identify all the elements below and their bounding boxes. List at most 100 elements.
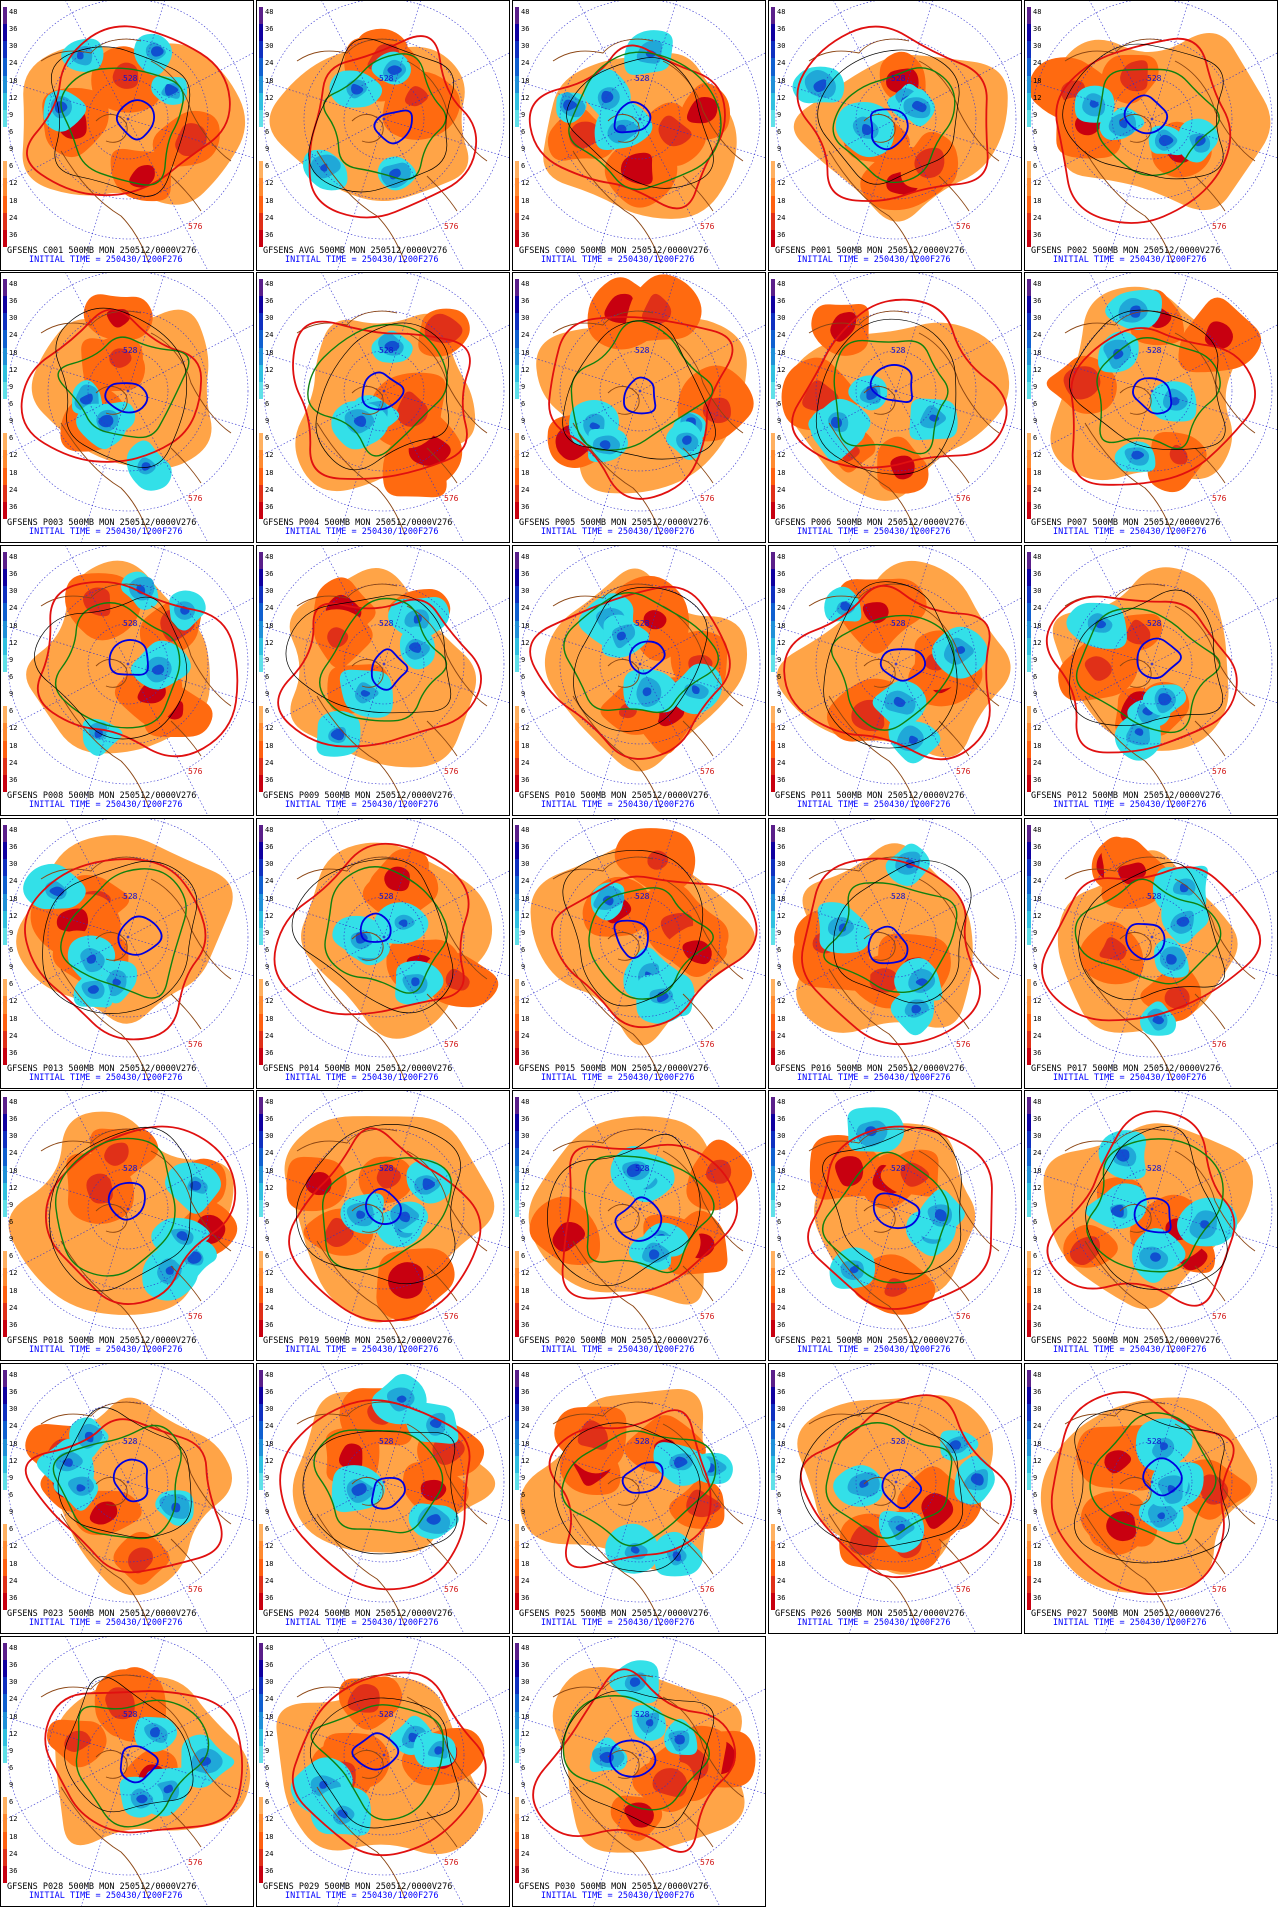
negative-anomaly-core (150, 46, 164, 57)
meridian-line (895, 597, 1021, 665)
positive-anomaly-core (396, 391, 429, 427)
contour-528 (117, 915, 163, 956)
initial-time-caption: INITIAL TIME = 250430/1200F276 (29, 800, 183, 810)
coastline (1119, 386, 1152, 415)
color-scale-swatch (515, 279, 519, 297)
meridian-line (1151, 1142, 1277, 1210)
color-scale-swatch (771, 161, 775, 179)
color-scale-swatch (1027, 127, 1031, 145)
meridian-line (639, 1688, 765, 1756)
contour-552 (563, 592, 720, 714)
contour-552 (825, 1422, 953, 1539)
color-scale-tick: 18 (521, 894, 530, 903)
contour-528 (1123, 94, 1169, 135)
ensemble-mean-contour (833, 860, 972, 1004)
color-scale-swatch (1027, 603, 1031, 622)
color-scale-swatch (259, 195, 263, 214)
negative-anomaly-core (337, 1809, 348, 1819)
color-scale-swatch (771, 603, 775, 622)
coastline (95, 1477, 128, 1506)
color-scale-tick: 6 (9, 1764, 14, 1772)
color-scale-swatch (771, 1558, 775, 1577)
color-scale-tick: 18 (521, 1166, 530, 1175)
positive-anomaly-core (604, 293, 634, 324)
coastline (95, 386, 128, 415)
color-scale-tick: 9 (521, 110, 526, 119)
negative-anomaly-core (79, 393, 93, 405)
color-scale-swatch (515, 1455, 519, 1474)
negative-anomaly-core (384, 340, 400, 352)
panel-caption: GFSENS P028 500MB MON 250512/0000V276 (7, 1882, 197, 1892)
color-scale-tick: 24 (1033, 1031, 1042, 1040)
color-scale-swatch (515, 1047, 519, 1066)
color-scale-swatch (771, 757, 775, 776)
color-scale-swatch (3, 109, 7, 128)
color-scale-tick: 6 (777, 1218, 782, 1226)
ensemble-panel: 576 528 48 36 30 24 18 12 9 6 9 6 12 18 24 36 GFSENS P00… (1024, 0, 1278, 271)
meridian-line (895, 1364, 933, 1483)
color-scale-tick: 9 (1033, 1200, 1038, 1209)
contour-576 (44, 1125, 237, 1305)
meridian-line (257, 1754, 385, 1823)
color-scale-tick: 36 (777, 25, 786, 34)
color-scale-tick: 12 (265, 638, 274, 647)
negative-anomaly-core (645, 1719, 654, 1727)
latitude-circle (559, 38, 721, 200)
meridian-line (577, 1637, 641, 1756)
meridian-line (577, 1364, 641, 1483)
color-scale-swatch (259, 1319, 263, 1338)
color-scale-swatch (259, 1592, 263, 1611)
color-scale-swatch (259, 1268, 263, 1287)
color-scale-swatch (771, 1302, 775, 1321)
meridian-line (639, 273, 677, 392)
ensemble-panel: 576 528 48 36 30 24 18 12 9 6 9 6 12 18 24 36 GFSENS P00… (0, 272, 254, 543)
contour-label-576: 576 (444, 1585, 459, 1594)
meridian-line (577, 546, 641, 665)
initial-time-caption: INITIAL TIME = 250430/1200F276 (1053, 255, 1207, 265)
color-scale: 48 36 30 24 18 12 9 6 9 6 12 18 24 36 (1027, 1370, 1041, 1611)
color-scale-tick: 12 (9, 1542, 18, 1551)
color-scale-tick: 9 (777, 382, 782, 391)
color-scale-tick: 18 (9, 468, 18, 477)
color-scale-tick: 24 (521, 1695, 530, 1704)
coastline (938, 993, 970, 1030)
coastline (662, 1150, 744, 1252)
color-scale-tick: 36 (777, 843, 786, 852)
color-scale-tick: 24 (1033, 1303, 1042, 1312)
color-scale-swatch (3, 467, 7, 486)
coastline (1084, 968, 1174, 1082)
color-scale-tick: 12 (265, 724, 274, 733)
color-scale: 48 36 30 24 18 12 9 6 9 6 12 18 24 36 (771, 7, 786, 248)
negative-anomaly-core (434, 1746, 445, 1755)
contour-label-576: 576 (444, 222, 459, 231)
color-scale-swatch (515, 979, 519, 997)
color-scale-tick: 6 (1033, 946, 1038, 954)
contour-528 (1132, 377, 1173, 415)
color-scale-swatch (259, 212, 263, 231)
color-scale-swatch (259, 1728, 263, 1747)
color-scale-swatch (3, 1694, 7, 1713)
panel-caption: GFSENS P022 500MB MON 250512/0000V276 (1031, 1336, 1221, 1346)
coastline (552, 1128, 654, 1152)
ensemble-panel: 576 528 48 36 30 24 18 12 9 6 9 6 12 18 24 36 GFSENS P01… (768, 818, 1022, 1089)
latitude-circle (47, 1674, 209, 1836)
ensemble-mean-contour (1074, 1409, 1230, 1564)
color-scale-swatch (3, 774, 7, 793)
color-scale-swatch (3, 161, 7, 179)
negative-anomaly-core (601, 90, 614, 104)
color-scale-swatch (515, 347, 519, 366)
contour-label-528: 528 (123, 1437, 138, 1446)
meridian-line (127, 1637, 165, 1756)
contour-label-576: 576 (188, 1585, 203, 1594)
color-scale-swatch (3, 1745, 7, 1764)
color-scale-swatch (515, 161, 519, 179)
ensemble-mean-contour (295, 1124, 461, 1285)
color-scale-swatch (515, 1131, 519, 1149)
color-scale-swatch (771, 178, 775, 197)
color-scale-swatch (771, 654, 775, 673)
contour-label-528: 528 (891, 892, 906, 901)
